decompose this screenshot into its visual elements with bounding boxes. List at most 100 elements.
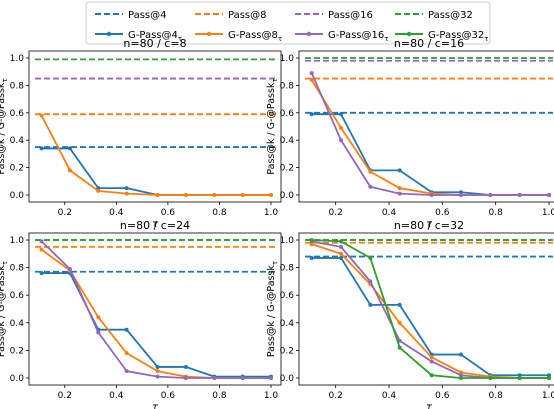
series-g-g-pass-4--point [124,327,129,332]
series-g-g-pass-8--point [339,251,343,256]
chart-title: n=80 / c=16 [394,37,464,50]
legend-marker [406,31,412,37]
series-g-g-pass-32--point [547,376,551,380]
plot-area [28,50,282,203]
series-g-g-pass-8--point [429,355,434,360]
y-tick-label: 0.4 [10,319,25,329]
series-g-g-pass-8--point [397,186,402,191]
series-g-g-pass-4--point [368,302,373,307]
series-g-g-pass-32--point [429,373,434,378]
y-tick-label: 1.0 [280,236,295,246]
y-tick-label: 0.0 [10,191,25,201]
x-tick-label: 0.2 [58,391,72,401]
series-g-g-pass-16--point [429,359,434,364]
y-axis-label: Pass@k / G-@Passkτ [0,261,9,357]
series-g-g-pass-8--point [397,320,402,325]
series-g-g-pass-32--point [488,376,493,380]
x-tick-label: 0.8 [489,208,504,218]
series-g-g-pass-4--point [67,146,72,151]
series-g-g-pass-16--point [212,376,217,380]
y-tick-label: 0.4 [10,136,25,146]
series-g-g-pass-4--point [397,168,402,173]
chart-panel-3: n=80 / c=24 0.0 0.2 0.4 0.6 0.8 1.0 0.2 0.4 0.6 0.… [0,219,282,409]
series-g-g-pass-16--point [488,193,493,197]
legend-label: Pass@8 [228,10,267,21]
chart-panel-2: n=80 / c=16 0.0 0.2 0.4 0.6 0.8 1.0 0.2 0.4 0.6 0.… [266,37,554,230]
x-tick-label: 0.8 [212,391,227,401]
legend-label: G-Pass@32τ [428,30,488,43]
x-tick-label: 1.0 [264,208,279,218]
series-g-g-pass-16--point [429,193,434,197]
series-g-g-pass-8--point [124,191,129,196]
series-g-g-pass-32--point [309,238,314,242]
legend: Pass@4 G-Pass@4τ Pass@8 G-Pass@8τ Pass@16 G-P… [85,1,491,45]
series-g-g-pass-16--point [339,138,343,143]
series-g-g-pass-4--point [124,186,129,191]
x-tick-label: 0.2 [58,208,72,218]
y-tick-label: 0.8 [280,81,295,91]
series-g-g-pass-16--point [39,239,44,244]
x-tick-label: 0.6 [435,391,450,401]
series-g-g-pass-8--point [124,351,129,356]
series-g-g-pass-16--point [397,191,402,196]
y-tick-label: 0.2 [10,346,24,356]
y-tick-label: 0.4 [280,319,295,329]
y-tick-label: 0.6 [10,291,25,301]
x-axis-label: τ [152,402,159,409]
series-g-g-pass-4--point [517,373,522,378]
series-g-g-pass-8--point [67,168,72,173]
y-tick-label: 0.8 [10,264,25,274]
legend-marker [306,31,312,37]
x-tick-label: 0.6 [161,208,176,218]
legend-label: Pass@32 [428,10,473,21]
series-g-g-pass-8--point [309,77,314,82]
x-tick-label: 0.2 [329,391,343,401]
legend-label: Pass@4 [128,10,167,21]
series-g-g-pass-4--point [309,255,314,260]
series-g-g-pass-8--point [269,193,273,197]
x-tick-label: 1.0 [542,208,554,218]
y-tick-label: 0.0 [280,191,295,201]
chart-panel-4: n=80 / c=32 0.0 0.2 0.4 0.6 0.8 1.0 0.2 0.4 0.6 0.… [266,219,554,409]
series-g-g-pass-8--point [155,193,160,197]
series-g-g-pass-8--point [459,370,463,375]
x-tick-label: 0.2 [329,208,343,218]
x-tick-label: 1.0 [264,391,279,401]
series-g-g-pass-4--point [39,271,44,276]
legend-label: Pass@16 [328,10,373,21]
x-tick-label: 0.4 [109,208,124,218]
series-g-g-pass-8--point [96,188,101,193]
series-g-g-pass-4--point [459,352,463,357]
y-tick-label: 0.2 [280,164,294,174]
series-g-g-pass-16--point [96,330,101,335]
series-g-g-pass-4--point [339,112,343,117]
legend-label: G-Pass@8τ [228,30,282,43]
series-g-g-pass-4--point [459,190,463,195]
y-tick-label: 0.0 [280,374,295,384]
series-g-g-pass-16--point [155,374,160,379]
series-g-g-pass-8--point [368,169,373,174]
y-tick-label: 1.0 [10,54,25,64]
y-tick-label: 0.2 [280,346,294,356]
series-g-g-pass-8--point [39,113,44,118]
y-tick-label: 1.0 [280,54,295,64]
series-g-g-pass-16--point [517,193,522,197]
x-axis-label: τ [152,219,159,230]
series-g-g-pass-16--point [339,244,343,249]
x-tick-label: 0.4 [382,208,397,218]
x-axis-label: τ [426,219,433,230]
series-g-g-pass-32--point [368,255,373,260]
series-g-g-pass-8--point [96,315,101,320]
y-axis-label: Pass@k / G-@Passkτ [0,78,9,174]
series-g-g-pass-4--point [155,364,160,369]
series-g-g-pass-8--point [240,193,245,197]
series-g-g-pass-8--point [309,242,314,247]
series-g-g-pass-8--point [39,247,44,252]
x-tick-label: 0.8 [489,391,504,401]
y-tick-label: 0.6 [10,109,25,119]
series-g-g-pass-32--point [339,239,343,244]
y-tick-label: 1.0 [10,236,25,246]
series-g-g-pass-32--point [397,345,402,350]
legend-frame [85,1,491,45]
